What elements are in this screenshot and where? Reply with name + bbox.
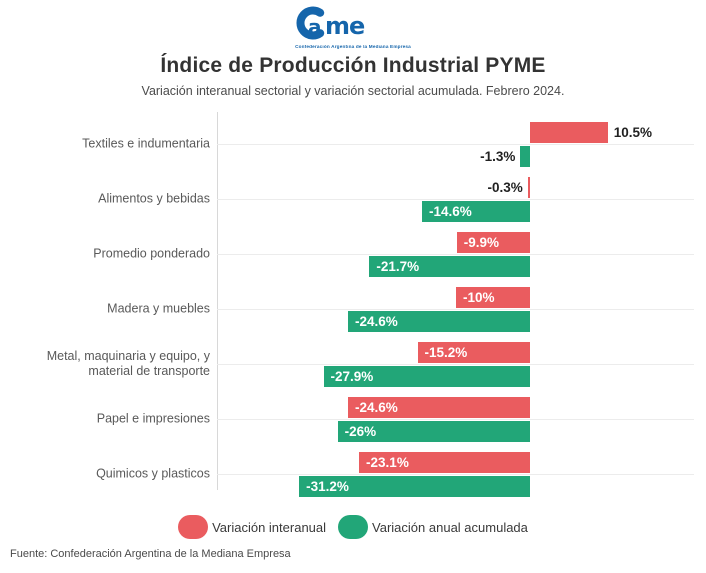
svg-text:a: a [308, 15, 322, 39]
category-label: Promedio ponderado [93, 245, 210, 260]
bar-interanual [417, 341, 530, 363]
chart-legend: Variación interanual Variación anual acu… [0, 515, 706, 539]
came-logo-tagline: Confederación Argentina de la Mediana Em… [295, 45, 411, 50]
bar-acumulada [323, 365, 530, 387]
bar-value-label: -26% [344, 423, 377, 439]
bar-value-label: -21.7% [376, 258, 420, 274]
bar-value-label: -24.6% [354, 399, 398, 415]
category-label: Papel e impresiones [96, 410, 210, 425]
legend-item-acumulada: Variación anual acumulada [338, 515, 528, 539]
gridline [217, 308, 694, 310]
legend-swatch-red [178, 515, 209, 539]
came-logo: a me Confederación Argentina de la Media… [0, 6, 706, 51]
bar-acumulada [369, 255, 530, 277]
gridline [217, 473, 694, 475]
category-label: Metal, maquinaria y equipo, y material d… [46, 348, 210, 378]
bar-acumulada [421, 200, 530, 222]
category-axis-line [217, 112, 218, 490]
legend-swatch-green [338, 515, 369, 539]
svg-text:me: me [325, 12, 365, 40]
gridline [217, 363, 694, 365]
gridline [217, 253, 694, 255]
bar-value-label: -1.3% [480, 148, 516, 164]
bar-value-label: -9.9% [463, 234, 500, 250]
gridline [217, 198, 694, 200]
bar-value-label: -15.2% [424, 344, 468, 360]
legend-label-interanual: Variación interanual [212, 519, 327, 535]
bar-interanual [347, 396, 530, 418]
bar-value-label: -24.6% [354, 313, 398, 329]
legend-item-interanual: Variación interanual [178, 515, 326, 539]
category-label: Madera y muebles [107, 300, 210, 315]
came-logo-icon: a me [296, 6, 366, 40]
page-title: Índice de Producción Industrial PYME [160, 54, 546, 77]
bar-interanual [530, 121, 608, 143]
bar-value-label: -31.2% [306, 478, 349, 494]
source-note: Fuente: Confederación Argentina de la Me… [10, 548, 291, 560]
bar-interanual [456, 231, 530, 253]
bar-value-label: -23.1% [366, 454, 409, 470]
bar-value-label: -10% [463, 289, 495, 305]
gridline [217, 418, 694, 420]
category-label: Quimicos y plasticos [96, 465, 210, 480]
bar-interanual [456, 286, 530, 308]
category-label: Alimentos y bebidas [98, 190, 210, 205]
bar-value-label: -14.6% [428, 203, 472, 219]
bar-value-label: 10.5% [613, 124, 652, 140]
legend-label-acumulada: Variación anual acumulada [372, 519, 528, 535]
bar-acumulada [347, 310, 530, 332]
bar-interanual [527, 176, 530, 198]
bar-acumulada [337, 420, 530, 442]
bar-value-label: -0.3% [487, 179, 523, 195]
bar-acumulada [520, 145, 530, 167]
page-subtitle: Variación interanual sectorial y variaci… [141, 84, 565, 98]
bar-acumulada [299, 475, 530, 497]
category-label: Textiles e indumentaria [82, 135, 210, 150]
bar-interanual [359, 451, 530, 473]
gridline [217, 143, 694, 145]
bar-value-label: -27.9% [330, 368, 374, 384]
